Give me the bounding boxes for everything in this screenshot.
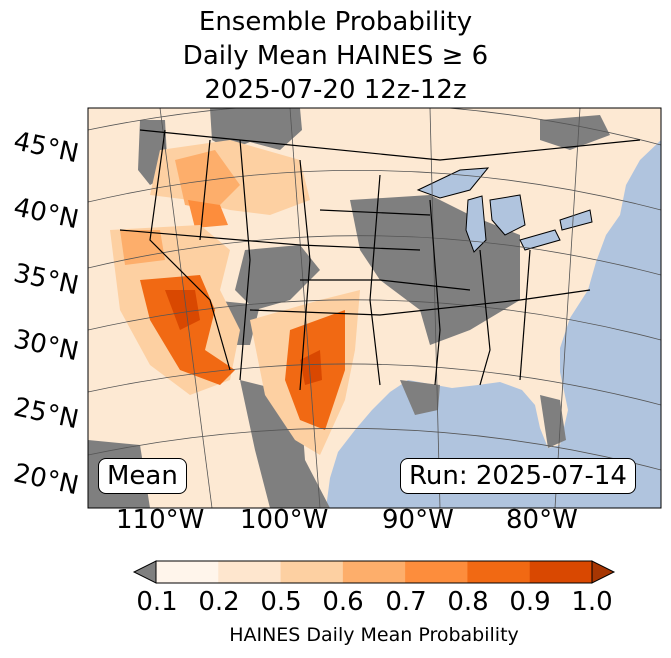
lon-label-90: 90°W <box>382 505 454 535</box>
graticule <box>88 108 661 508</box>
title-line-1: Ensemble Probability <box>198 7 473 37</box>
title-line-2: Daily Mean HAINES ≥ 6 <box>0 40 671 72</box>
colorbar-label: HAINES Daily Mean Probability <box>229 624 519 646</box>
colorbar-segment-1 <box>218 561 282 583</box>
colorbar-over-arrow <box>591 560 616 584</box>
lon-label-100: 100°W <box>240 505 329 535</box>
colorbar-segment-6 <box>529 561 593 583</box>
lon-label-80: 80°W <box>506 505 578 535</box>
colorbar-tick-6: 0.9 <box>509 587 551 617</box>
colorbar-segment-3 <box>342 561 406 583</box>
colorbar-under-arrow <box>132 560 157 584</box>
colorbar-segment-5 <box>467 561 531 583</box>
colorbar-tick-5: 0.8 <box>447 587 489 617</box>
colorbar-tick-1: 0.2 <box>198 587 240 617</box>
run-date-box: Run: 2025-07-14 <box>400 458 636 494</box>
colorbar-tick-0: 0.1 <box>136 587 178 617</box>
colorbar-segments <box>156 561 593 583</box>
mean-label-box: Mean <box>98 458 187 494</box>
title-line-3: 2025-07-20 12z-12z <box>204 75 467 105</box>
title-line-2-text: Daily Mean HAINES ≥ 6 <box>182 41 489 71</box>
colorbar-tick-2: 0.5 <box>260 587 302 617</box>
colorbar-frame <box>155 560 593 584</box>
state-borders <box>119 129 641 391</box>
probability-map <box>87 107 662 509</box>
colorbar-segment-2 <box>280 561 344 583</box>
colorbar-tick-4: 0.7 <box>385 587 427 617</box>
colorbar-tick-3: 0.6 <box>322 587 364 617</box>
map-frame <box>87 107 662 509</box>
colorbar-segment-4 <box>405 561 468 583</box>
colorbar-segment-0 <box>156 561 219 583</box>
colorbar-tick-7: 1.0 <box>571 587 613 617</box>
lon-label-110: 110°W <box>116 505 205 535</box>
